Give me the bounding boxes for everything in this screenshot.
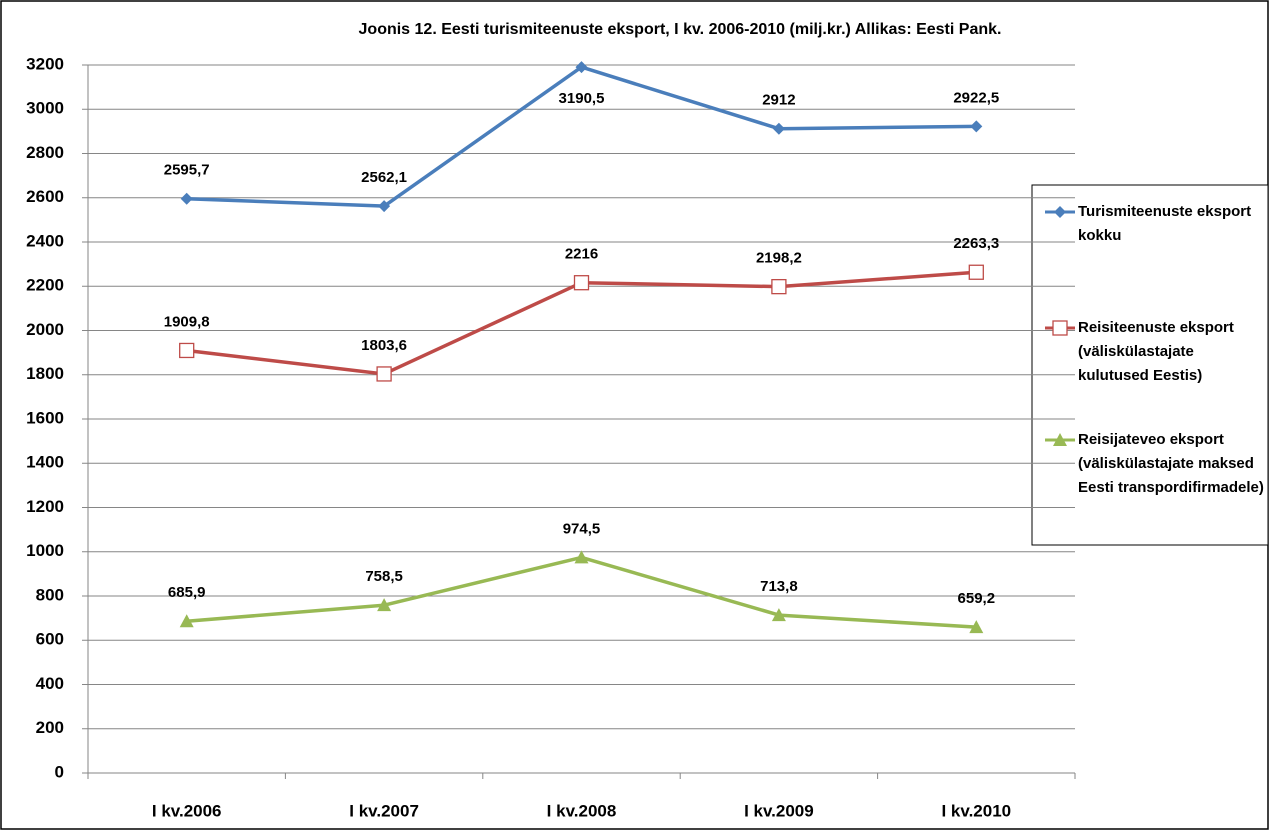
y-tick-label: 0 [55, 762, 64, 781]
data-point [179, 614, 194, 628]
legend-marker [1052, 320, 1068, 336]
x-tick-label: I kv.2007 [349, 801, 419, 820]
data-point [376, 366, 392, 382]
legend-label: Reisiteenuste eksport (väliskülastajate … [1078, 319, 1238, 384]
y-tick-label: 2800 [26, 143, 64, 162]
data-point [575, 61, 588, 74]
data-label: 974,5 [563, 520, 601, 537]
data-label: 1803,6 [361, 337, 407, 354]
chart-title: Joonis 12. Eesti turismiteenuste eksport… [359, 21, 1002, 38]
data-label: 2562,1 [361, 169, 407, 186]
legend-marker [1054, 206, 1066, 218]
legend-box [1031, 184, 1269, 546]
data-point [771, 278, 787, 295]
legend-marker [1053, 433, 1067, 446]
y-tick-label: 3200 [26, 54, 64, 73]
data-label: 2595,7 [164, 162, 210, 179]
data-point [574, 550, 589, 564]
data-point [969, 620, 984, 634]
y-tick-label: 1000 [26, 541, 64, 560]
data-label: 2912 [762, 92, 795, 109]
y-tick-label: 2600 [26, 187, 64, 206]
y-tick-label: 2400 [26, 231, 64, 250]
data-label: 2216 [565, 246, 598, 263]
legend-label: Turismiteenuste eksport kokku [1078, 203, 1255, 244]
data-label: 2263,3 [953, 235, 999, 252]
x-tick-label: I kv.2008 [547, 801, 617, 820]
data-label: 713,8 [760, 578, 798, 595]
data-point [573, 275, 590, 291]
data-point [772, 122, 785, 135]
data-label: 2922,5 [953, 89, 999, 106]
data-label: 3190,5 [559, 90, 605, 107]
data-label: 2198,2 [756, 250, 802, 267]
y-tick-label: 1400 [26, 453, 64, 472]
y-tick-label: 1600 [26, 408, 64, 427]
y-tick-label: 3000 [26, 99, 64, 118]
data-label: 659,2 [958, 590, 996, 607]
data-label: 758,5 [365, 568, 403, 585]
data-point [970, 120, 983, 133]
y-tick-label: 600 [36, 630, 64, 649]
data-label: 685,9 [168, 584, 206, 601]
y-tick-label: 800 [36, 585, 64, 604]
data-point [377, 598, 392, 612]
x-tick-label: I kv.2010 [941, 801, 1011, 820]
data-point [771, 608, 786, 622]
data-point [179, 342, 195, 359]
legend-label: Reisijateveo eksport (väliskülastajate m… [1078, 431, 1264, 496]
y-tick-label: 200 [36, 718, 64, 737]
y-tick-label: 2200 [26, 276, 64, 295]
data-point [180, 192, 193, 205]
y-tick-label: 1800 [26, 364, 64, 383]
x-tick-label: I kv.2006 [152, 801, 222, 820]
data-point [378, 200, 391, 213]
data-label: 1909,8 [164, 313, 210, 330]
y-tick-label: 1200 [26, 497, 64, 516]
y-tick-label: 2000 [26, 320, 64, 339]
x-tick-label: I kv.2009 [744, 801, 814, 820]
y-tick-label: 400 [36, 674, 64, 693]
data-point [968, 264, 984, 280]
